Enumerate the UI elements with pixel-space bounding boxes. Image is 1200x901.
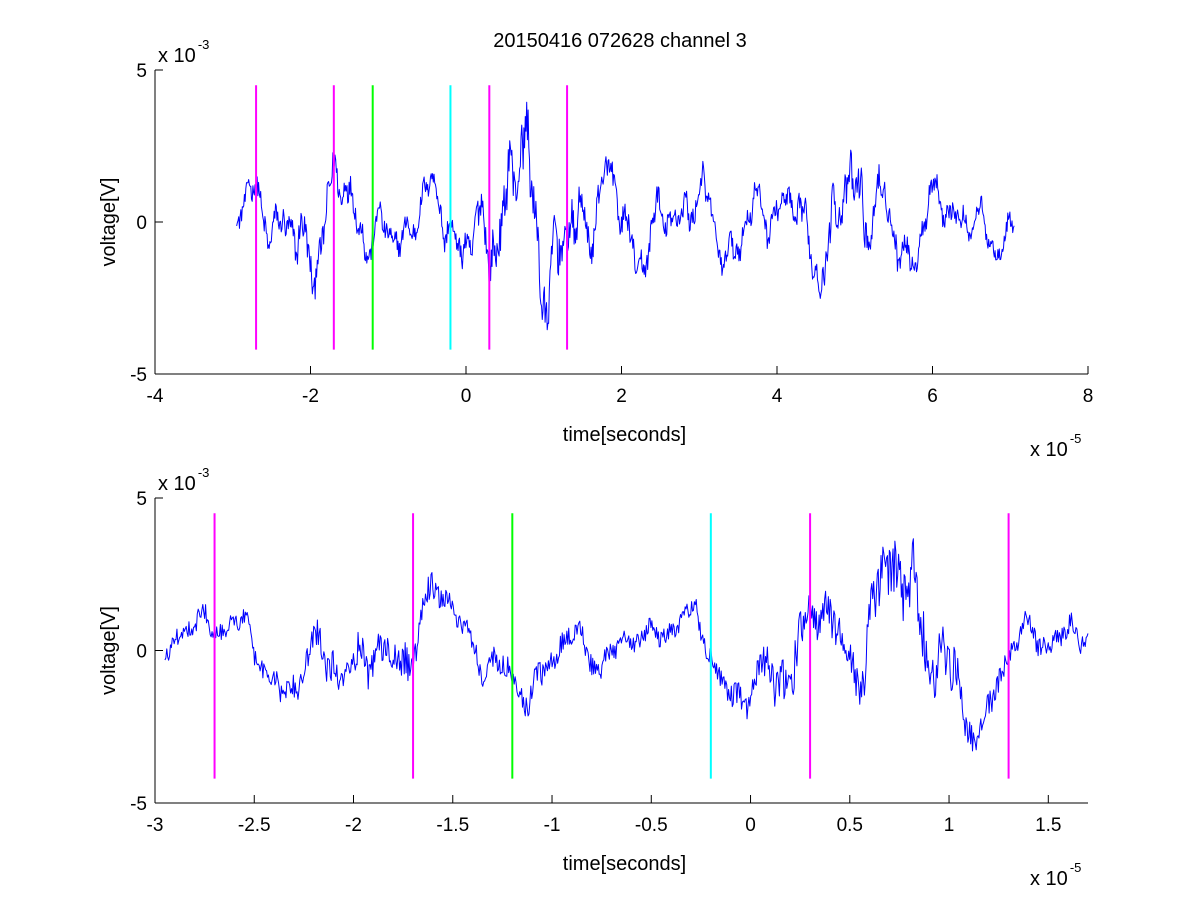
y-tick-label: -5 bbox=[130, 794, 147, 815]
x-tick-label: -2 bbox=[302, 386, 319, 407]
y-exponent-base: x 10 bbox=[158, 45, 196, 67]
bottom-subplot: -3 -2.5 -2 -1.5 -1 -0.5 0 0.5 1 1.5 -5 0 5 time[secon… bbox=[98, 465, 1089, 890]
x-exponent-base: x 10 bbox=[1030, 868, 1068, 890]
x-tick-label: -1.5 bbox=[436, 815, 469, 836]
y-axis-label: voltage[V] bbox=[98, 178, 120, 267]
x-tick-label: 2 bbox=[616, 386, 627, 407]
y-tick-label: 5 bbox=[136, 489, 147, 510]
y-exponent-label: x 10-3 bbox=[158, 465, 209, 495]
x-exponent-power: -5 bbox=[1070, 431, 1082, 446]
y-tick-label: 0 bbox=[136, 642, 147, 663]
x-tick-label: -1 bbox=[544, 815, 561, 836]
voltage-trace bbox=[236, 101, 1015, 331]
top-subplot: -4 -2 0 2 4 6 8 -5 0 5 time[seconds] voltage[V] x 10… bbox=[98, 37, 1093, 461]
y-axis-label: voltage[V] bbox=[98, 606, 120, 695]
x-axis-label: time[seconds] bbox=[563, 424, 686, 446]
x-tick-label: 1.5 bbox=[1035, 815, 1061, 836]
voltage-trace bbox=[164, 538, 1089, 752]
y-tick-label: -5 bbox=[130, 365, 147, 386]
x-tick-label: 8 bbox=[1083, 386, 1094, 407]
x-tick-label: 0 bbox=[745, 815, 756, 836]
x-tick-label: 4 bbox=[772, 386, 783, 407]
x-axis-label: time[seconds] bbox=[563, 853, 686, 875]
x-tick-label: 0.5 bbox=[837, 815, 863, 836]
y-exponent-label: x 10-3 bbox=[158, 37, 209, 67]
x-tick-label: -2 bbox=[345, 815, 362, 836]
x-tick-label: -2.5 bbox=[238, 815, 271, 836]
y-exponent-power: -3 bbox=[198, 37, 210, 52]
figure-title: 20150416 072628 channel 3 bbox=[493, 30, 747, 52]
y-tick-label: 0 bbox=[136, 213, 147, 234]
x-exponent-base: x 10 bbox=[1030, 439, 1068, 461]
x-tick-label: 1 bbox=[944, 815, 955, 836]
y-tick-label: 5 bbox=[136, 61, 147, 82]
y-exponent-base: x 10 bbox=[158, 473, 196, 495]
y-exponent-power: -3 bbox=[198, 465, 210, 480]
x-tick-label: -3 bbox=[147, 815, 164, 836]
x-exponent-power: -5 bbox=[1070, 860, 1082, 875]
x-exponent-label: x 10-5 bbox=[1030, 860, 1081, 890]
x-tick-label: -4 bbox=[147, 386, 164, 407]
x-tick-label: -0.5 bbox=[635, 815, 668, 836]
x-exponent-label: x 10-5 bbox=[1030, 431, 1081, 461]
x-tick-label: 6 bbox=[927, 386, 938, 407]
x-tick-label: 0 bbox=[461, 386, 472, 407]
